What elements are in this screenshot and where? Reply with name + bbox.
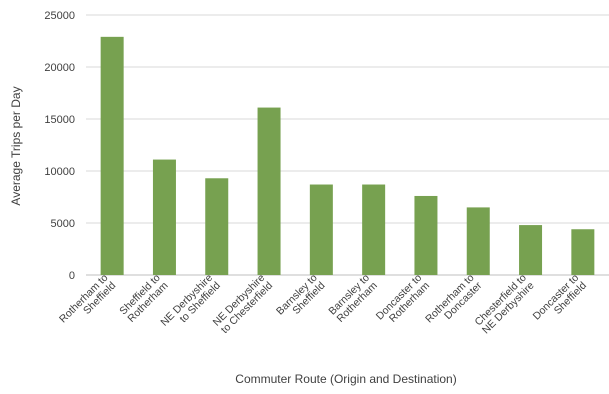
bar — [571, 229, 595, 275]
y-tick-label: 0 — [69, 270, 75, 282]
y-tick-label: 20000 — [44, 62, 75, 74]
x-axis-title: Commuter Route (Origin and Destination) — [235, 372, 456, 386]
y-tick-label: 10000 — [44, 166, 75, 178]
bars — [100, 36, 595, 276]
bar — [362, 184, 386, 275]
bar — [414, 195, 438, 275]
y-tick-label: 25000 — [44, 10, 75, 22]
bar — [519, 225, 543, 275]
bar — [257, 107, 281, 275]
bar — [100, 36, 124, 276]
y-axis-title: Average Trips per Day — [9, 86, 23, 205]
y-tick-label: 15000 — [44, 114, 75, 126]
y-axis-ticks: 0 5000 10000 15000 20000 25000 — [44, 10, 75, 282]
bar — [152, 159, 176, 275]
y-tick-label: 5000 — [51, 218, 75, 230]
bar — [309, 184, 333, 275]
bar — [466, 207, 490, 275]
bar — [205, 178, 229, 275]
